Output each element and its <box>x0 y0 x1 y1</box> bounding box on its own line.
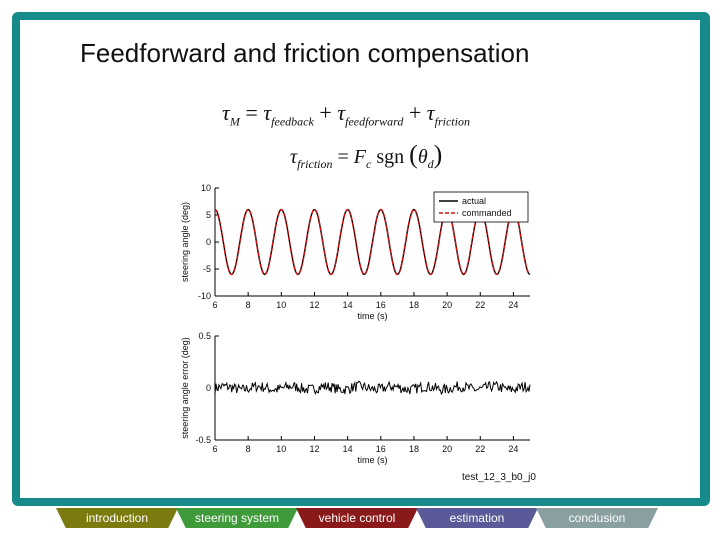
eq2-lhs-sub: friction <box>297 157 333 171</box>
nav-tab-introduction-label: introduction <box>85 511 149 525</box>
chart0-y-tick-label: -10 <box>198 291 211 301</box>
chart0-x-tick-label: 12 <box>309 300 319 310</box>
figure-caption: test_12_3_b0_j0 <box>462 472 536 483</box>
nav-tab-steering-system-label: steering system <box>194 511 280 525</box>
eq1-lhs-symbol: τ <box>222 100 230 125</box>
eq2-paren-close: ) <box>433 140 443 169</box>
chart1-x-tick-label: 24 <box>508 444 518 454</box>
chart0-y-tick-label: 0 <box>206 237 211 247</box>
eq2-coef: F <box>353 146 367 168</box>
nav-tab-vehicle-control-label: vehicle control <box>318 511 396 525</box>
equation-friction: τfriction = Fc sgn (θd) <box>290 140 442 172</box>
eq1-term1-symbol: τ <box>263 100 272 125</box>
nav-tab-estimation-label: estimation <box>449 511 505 525</box>
chart1-x-tick-label: 14 <box>343 444 353 454</box>
chart0-x-tick-label: 22 <box>475 300 485 310</box>
chart0-x-tick-label: 8 <box>246 300 251 310</box>
eq2-coef-sub: c <box>366 157 372 171</box>
chart1-x-tick-label: 16 <box>376 444 386 454</box>
eq1-plus-2: + <box>408 100 427 125</box>
chart0-x-tick-label: 20 <box>442 300 452 310</box>
nav-tab-steering-system[interactable]: steering system <box>176 508 298 528</box>
eq1-term3-sub: friction <box>434 114 470 129</box>
nav-tab-conclusion[interactable]: conclusion <box>536 508 658 528</box>
eq2-arg-symbol: θ <box>417 146 428 168</box>
eq1-lhs-sub: M <box>229 114 240 129</box>
series-error-line <box>214 380 531 396</box>
chart1-y-tick-label: -0.5 <box>195 435 211 445</box>
chart0-y-tick-label: 5 <box>206 210 211 220</box>
chart1-y-axis-label: steering angle error (deg) <box>180 337 190 439</box>
chart1-x-tick-label: 22 <box>475 444 485 454</box>
chart1-y-tick-label: 0.5 <box>198 331 211 341</box>
eq2-lhs-symbol: τ <box>290 146 298 168</box>
chart1-x-tick-label: 8 <box>246 444 251 454</box>
chart0-x-tick-label: 24 <box>508 300 518 310</box>
slide-title: Feedforward and friction compensation <box>80 38 530 68</box>
chart0-y-tick-label: 10 <box>201 183 211 193</box>
chart1-x-tick-label: 20 <box>442 444 452 454</box>
chart1-x-axis-label: time (s) <box>358 455 388 465</box>
equation-torque-sum: τM = τfeedback + τfeedforward + τfrictio… <box>222 100 470 129</box>
chart0-y-axis-label: steering angle (deg) <box>180 202 190 282</box>
eq1-equals: = <box>245 100 264 125</box>
legend-commanded-label: commanded <box>462 208 512 218</box>
chart1-y-tick-label: 0 <box>206 383 211 393</box>
chart0-y-tick-label: -5 <box>203 264 211 274</box>
nav-tab-estimation[interactable]: estimation <box>416 508 538 528</box>
eq2-func: sgn <box>376 146 405 168</box>
eq1-term2-symbol: τ <box>337 100 346 125</box>
chart0-x-axis-label: time (s) <box>358 311 388 321</box>
chart0-x-tick-label: 6 <box>212 300 217 310</box>
chart0-legend-box <box>433 191 529 223</box>
chart1-x-tick-label: 6 <box>212 444 217 454</box>
chart1-x-tick-label: 10 <box>276 444 286 454</box>
eq2-arg-sub: d <box>427 157 434 171</box>
chart1-x-tick-label: 12 <box>309 444 319 454</box>
eq1-plus-1: + <box>319 100 338 125</box>
eq1-term3-symbol: τ <box>426 100 435 125</box>
eq2-equals: = <box>337 146 354 168</box>
chart0-x-tick-label: 10 <box>276 300 286 310</box>
eq2-paren-open: ( <box>409 140 418 169</box>
section-navigation: introduction steering system vehicle con… <box>0 508 720 530</box>
chart0-x-tick-label: 14 <box>343 300 353 310</box>
slide-canvas <box>20 20 700 498</box>
legend-actual-label: actual <box>462 196 486 206</box>
chart1-x-tick-label: 18 <box>409 444 419 454</box>
chart0-x-tick-label: 18 <box>409 300 419 310</box>
chart0-x-tick-label: 16 <box>376 300 386 310</box>
eq1-term2-sub: feedforward <box>345 114 404 129</box>
nav-tab-vehicle-control[interactable]: vehicle control <box>296 508 418 528</box>
nav-tab-introduction[interactable]: introduction <box>56 508 178 528</box>
eq1-term1-sub: feedback <box>271 114 314 129</box>
nav-tab-conclusion-label: conclusion <box>568 511 626 525</box>
